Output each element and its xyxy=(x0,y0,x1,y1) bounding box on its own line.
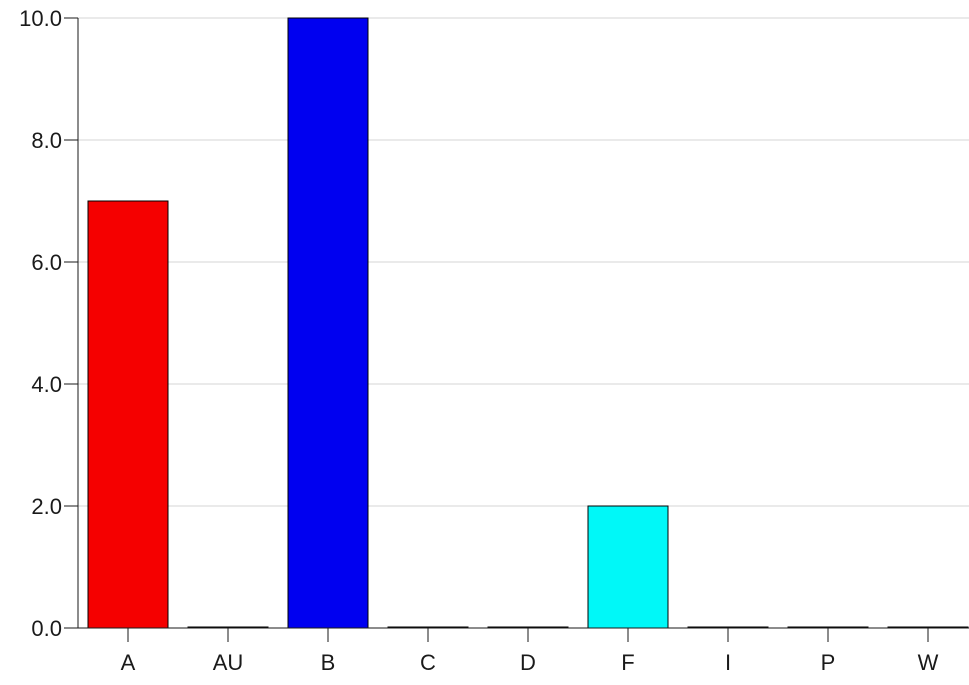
bar-f xyxy=(587,505,669,629)
x-tick-label: F xyxy=(621,650,634,675)
y-tick-label: 0.0 xyxy=(31,616,62,641)
gridlines xyxy=(78,17,969,507)
x-tick-label: B xyxy=(321,650,336,675)
y-tick-label: 4.0 xyxy=(31,372,62,397)
x-tick-label: P xyxy=(821,650,836,675)
tick-labels: 0.0 2.0 4.0 6.0 8.0 10.0 A AU B C D F I P W xyxy=(19,6,938,675)
x-tick-label: A xyxy=(121,650,136,675)
axes xyxy=(64,17,969,642)
y-tick-label: 8.0 xyxy=(31,128,62,153)
y-tick-label: 10.0 xyxy=(19,6,62,31)
bars xyxy=(87,17,969,629)
x-tick-label: C xyxy=(420,650,436,675)
x-tick-label: I xyxy=(725,650,731,675)
bar-a xyxy=(87,200,169,629)
bar-b xyxy=(287,17,369,629)
y-tick-label: 6.0 xyxy=(31,250,62,275)
x-tick-label: D xyxy=(520,650,536,675)
y-tick-label: 2.0 xyxy=(31,494,62,519)
x-tick-label: W xyxy=(918,650,939,675)
x-tick-label: AU xyxy=(213,650,244,675)
